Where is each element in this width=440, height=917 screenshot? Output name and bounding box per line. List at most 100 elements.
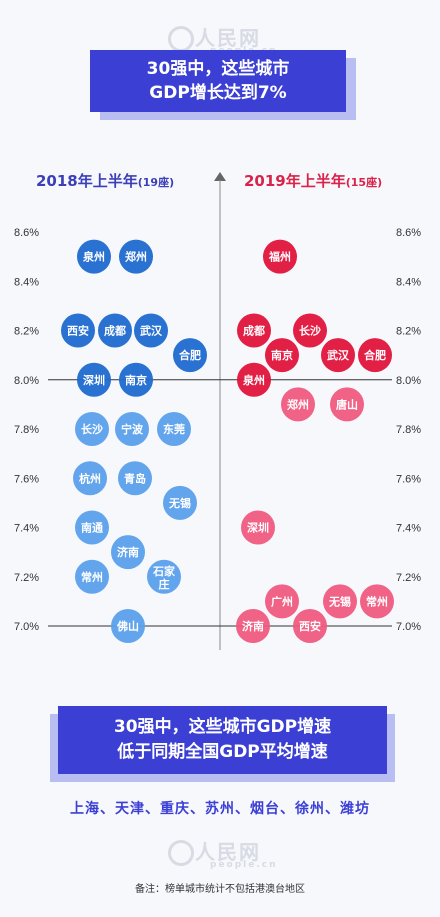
bubble-label-L-石家庄-2: 庄 <box>159 577 170 591</box>
bubble-L-武汉 <box>134 313 168 348</box>
bubble-R-合肥 <box>358 338 392 373</box>
bubble-L-合肥 <box>173 338 207 373</box>
bubble-L-石家庄 <box>147 559 181 594</box>
bubble-label-L-青岛: 青岛 <box>124 471 146 485</box>
bubble-R-南京 <box>265 338 299 373</box>
bubble-label-R-长沙: 长沙 <box>299 324 321 338</box>
bubble-R-广州 <box>265 584 299 619</box>
bubble-R-泉州 <box>237 362 271 397</box>
bubble-L-泉州 <box>77 239 111 274</box>
bubble-L-佛山 <box>111 609 145 643</box>
bubble-L-杭州 <box>73 461 107 496</box>
tick-label-left: 8.6% <box>14 227 39 239</box>
bubble-label-R-常州: 常州 <box>366 594 388 608</box>
tick-label-left: 8.4% <box>14 276 39 288</box>
bubble-label-L-宁波: 宁波 <box>121 422 144 436</box>
bubble-L-郑州 <box>119 239 153 274</box>
footnote: 备注：榜单城市统计不包括港澳台地区 <box>135 884 305 895</box>
bubble-label-L-常州: 常州 <box>81 570 103 584</box>
bubble-label-L-深圳: 深圳 <box>83 373 105 387</box>
tick-label-right: 8.6% <box>396 227 421 239</box>
bubble-R-常州 <box>360 584 394 619</box>
tick-label-left: 7.2% <box>14 572 39 584</box>
bubble-label-R-无锡: 无锡 <box>328 594 351 608</box>
bubble-label-L-石家庄: 石家 <box>152 564 176 578</box>
bubble-R-唐山 <box>330 387 364 422</box>
bubble-label-R-唐山: 唐山 <box>336 397 358 411</box>
axis-arrow-icon <box>214 172 226 181</box>
tick-label-left: 8.0% <box>14 375 39 387</box>
bubble-L-南京 <box>119 362 153 397</box>
bubble-label-R-武汉: 武汉 <box>327 348 350 362</box>
tick-label-right: 8.0% <box>396 375 421 387</box>
bubble-label-R-泉州: 泉州 <box>242 373 265 387</box>
bubble-label-L-郑州: 郑州 <box>125 250 147 264</box>
bubble-R-深圳 <box>241 510 275 545</box>
bubble-R-郑州 <box>281 387 315 422</box>
bottom-banner-line1: 30强中，这些城市GDP增速 <box>113 717 332 737</box>
bubble-label-L-佛山: 佛山 <box>116 619 139 633</box>
top-banner-line2: GDP增长达到7% <box>149 83 287 103</box>
tick-label-left: 7.0% <box>14 621 39 633</box>
bubble-label-R-深圳: 深圳 <box>247 521 269 535</box>
bubble-R-西安 <box>293 609 327 643</box>
bubble-R-成都 <box>237 313 271 348</box>
watermark-logo-icon-bottom <box>168 840 194 866</box>
bubble-label-R-合肥: 合肥 <box>364 348 386 362</box>
tick-label-right: 7.4% <box>396 523 421 535</box>
cities-below-average: 上海、天津、重庆、苏州、烟台、徐州、潍坊 <box>70 801 370 817</box>
bubble-label-R-西安: 西安 <box>299 619 321 633</box>
bubble-L-深圳 <box>77 362 111 397</box>
header-2018: 2018年上半年(19座) <box>36 172 175 190</box>
bubble-label-L-泉州: 泉州 <box>82 250 105 264</box>
bubble-label-L-西安: 西安 <box>67 324 89 338</box>
bubble-L-西安 <box>61 313 95 348</box>
bubble-label-R-郑州: 郑州 <box>287 397 309 411</box>
bubble-L-青岛 <box>118 461 152 496</box>
bubble-L-济南 <box>111 535 145 570</box>
bubble-L-常州 <box>75 559 109 594</box>
bubble-label-L-长沙: 长沙 <box>81 422 103 436</box>
watermark-top: 人民网 <box>195 26 261 50</box>
bubble-label-R-广州: 广州 <box>271 594 293 608</box>
bubble-label-L-成都: 成都 <box>104 324 126 338</box>
top-banner: 30强中，这些城市 GDP增长达到7% <box>90 50 356 120</box>
bubble-L-成都 <box>98 313 132 348</box>
tick-label-right: 7.8% <box>396 424 421 436</box>
tick-label-left: 8.2% <box>14 326 39 338</box>
bubble-label-L-武汉: 武汉 <box>140 324 163 338</box>
bubble-label-L-东莞: 东莞 <box>163 422 185 436</box>
tick-label-right: 7.0% <box>396 621 421 633</box>
bubble-R-长沙 <box>293 313 327 348</box>
bubble-label-R-福州: 福州 <box>268 250 291 264</box>
bubble-label-R-成都: 成都 <box>243 324 265 338</box>
bubble-chart: 8.6% 8.6% 8.4% 8.4% 8.2% 8.2% 8.0% 8.0% 7.8% 7.8%… <box>14 180 421 650</box>
tick-label-right: 7.6% <box>396 473 421 485</box>
bubble-R-济南 <box>236 609 270 643</box>
tick-label-left: 7.4% <box>14 523 39 535</box>
tick-label-left: 7.8% <box>14 424 39 436</box>
bubble-label-L-合肥: 合肥 <box>179 348 201 362</box>
watermark-bottom-sub: people.cn <box>210 860 278 870</box>
bubble-L-宁波 <box>115 412 149 446</box>
bubble-R-武汉 <box>321 338 355 373</box>
header-2019: 2019年上半年(15座) <box>244 172 383 190</box>
bubble-label-L-杭州: 杭州 <box>79 471 101 485</box>
tick-label-right: 8.2% <box>396 326 421 338</box>
top-banner-line1: 30强中，这些城市 <box>146 59 290 79</box>
bubble-R-无锡 <box>323 584 357 619</box>
watermark-logo-icon <box>168 26 194 52</box>
bottom-banner-line2: 低于同期全国GDP平均增速 <box>117 742 328 762</box>
bubble-R-福州 <box>263 239 297 274</box>
bubble-L-东莞 <box>157 412 191 446</box>
bottom-banner: 30强中，这些城市GDP增速 低于同期全国GDP平均增速 <box>50 706 395 782</box>
tick-label-right: 8.4% <box>396 276 421 288</box>
tick-label-left: 7.6% <box>14 473 39 485</box>
bubble-label-R-南京: 南京 <box>271 348 293 362</box>
bubble-L-南通 <box>75 510 109 545</box>
bubble-label-L-济南: 济南 <box>117 545 139 559</box>
bubble-L-无锡 <box>163 485 197 520</box>
bubble-L-长沙 <box>75 412 109 446</box>
tick-label-right: 7.2% <box>396 572 421 584</box>
bubble-label-L-无锡: 无锡 <box>168 496 191 510</box>
